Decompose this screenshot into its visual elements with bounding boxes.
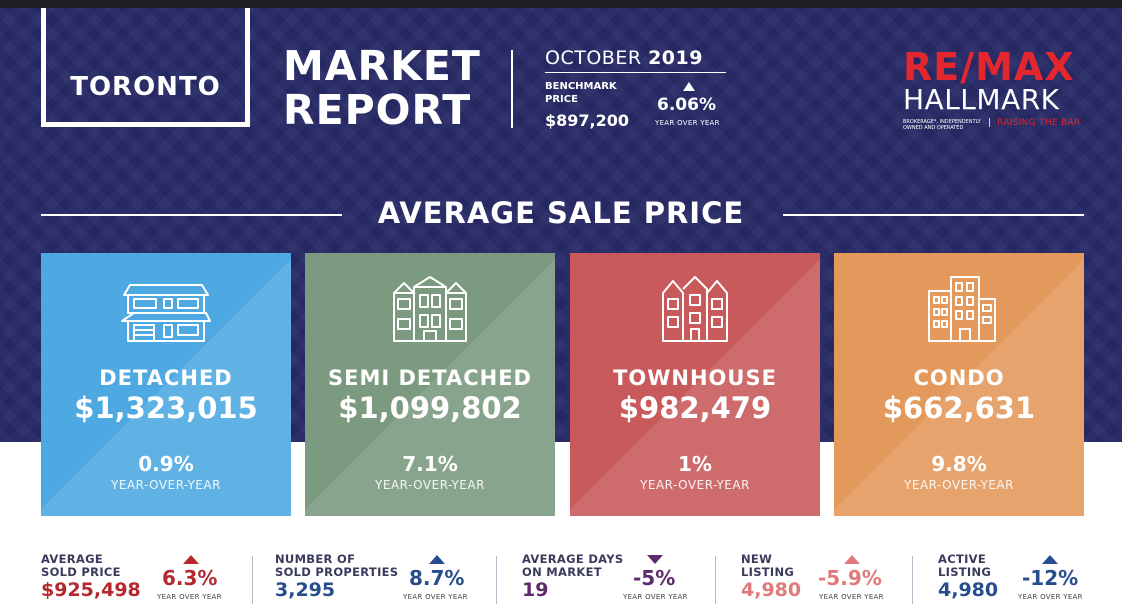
stat-label-line1: AVERAGE DAYS [522, 552, 624, 566]
logo-tagline: RAISING THE BAR [997, 118, 1081, 128]
stat-value: 4,980 [741, 579, 802, 601]
up-arrow-icon [844, 555, 860, 564]
title-divider [511, 50, 513, 128]
card-name: CONDO [913, 366, 1005, 390]
card-name: DETACHED [99, 366, 233, 390]
stat-change: 8.7% [409, 566, 465, 590]
stat-value: $925,498 [41, 579, 141, 601]
stat-label-line2: LISTING [741, 565, 795, 579]
up-arrow-icon [183, 555, 199, 564]
card-change-label: YEAR-OVER-YEAR [904, 478, 1014, 492]
benchmark-rule [545, 72, 726, 73]
townhouse-icon [662, 276, 728, 342]
card-price: $982,479 [618, 391, 772, 425]
condo-building-icon [928, 276, 996, 342]
card-change: 1% [678, 452, 712, 476]
up-arrow-icon [1042, 555, 1058, 564]
card-shade [41, 253, 291, 516]
report-month: OCTOBER [545, 47, 642, 69]
benchmark-change: 6.06% [657, 95, 716, 115]
stat-value: 3,295 [275, 579, 336, 601]
remax-logo: RE/MAX [903, 45, 1075, 89]
section-rule-left [41, 214, 342, 216]
up-arrow-icon [429, 555, 445, 564]
stat-label-line2: SOLD PRICE [41, 565, 121, 579]
city-name: TORONTO [70, 72, 221, 102]
benchmark-label: BENCHMARK PRICE [545, 81, 617, 105]
benchmark-price: $897,200 [545, 111, 630, 130]
logo-separator: | [988, 118, 992, 128]
report-year: 2019 [648, 47, 703, 69]
title-line-1: MARKET [283, 42, 481, 90]
stat-value: 19 [522, 579, 549, 601]
card-condo: CONDO $662,631 9.8% YEAR-OVER-YEAR [834, 253, 1084, 516]
stat-label-line1: AVERAGE [41, 552, 104, 566]
stat-change: -5.9% [818, 566, 882, 590]
card-change-label: YEAR-OVER-YEAR [111, 478, 221, 492]
city-box: TORONTO [41, 8, 250, 127]
card-price: $1,099,802 [338, 391, 522, 425]
stat-label-line2: SOLD PROPERTIES [275, 565, 399, 579]
section-rule-right [783, 214, 1084, 216]
stat-days-on-market: AVERAGE DAYS ON MARKET 19 -5% YEAR OVER … [522, 552, 688, 602]
card-shade [570, 253, 820, 516]
card-detached: DETACHED $1,323,015 0.9% YEAR-OVER-YEAR [41, 253, 291, 516]
card-shade [305, 253, 555, 516]
stat-change: 6.3% [162, 566, 218, 590]
card-change: 9.8% [931, 452, 987, 476]
stat-change-label: YEAR OVER YEAR [819, 593, 884, 601]
report-date: OCTOBER 2019 [545, 47, 703, 69]
card-change-label: YEAR-OVER-YEAR [375, 478, 485, 492]
hallmark-logo: HALLMARK [903, 83, 1060, 116]
card-price: $1,323,015 [74, 391, 258, 425]
stat-label-line1: NUMBER OF [275, 552, 356, 566]
card-change: 7.1% [402, 452, 458, 476]
card-change: 0.9% [138, 452, 194, 476]
stat-change-label: YEAR OVER YEAR [157, 593, 222, 601]
stat-change-label: YEAR OVER YEAR [1018, 593, 1083, 601]
card-name: TOWNHOUSE [613, 366, 777, 390]
stat-sold-properties: NUMBER OF SOLD PROPERTIES 3,295 8.7% YEA… [275, 552, 468, 602]
card-name: SEMI DETACHED [328, 366, 532, 390]
stat-label-line1: NEW [741, 552, 773, 566]
down-arrow-icon [647, 555, 663, 564]
stat-new-listing: NEW LISTING 4,980 -5.9% YEAR OVER YEAR [741, 552, 884, 602]
stat-divider [715, 556, 716, 604]
semi-detached-house-icon [393, 276, 467, 342]
stat-label-line2: ON MARKET [522, 565, 602, 579]
stat-divider [252, 556, 253, 604]
stat-divider [912, 556, 913, 604]
stat-value: 4,980 [938, 579, 999, 601]
stat-change: -5% [633, 566, 676, 590]
card-semi-detached: SEMI DETACHED $1,099,802 7.1% YEAR-OVER-… [305, 253, 555, 516]
stat-active-listing: ACTIVE LISTING 4,980 -12% YEAR OVER YEAR [938, 552, 1083, 602]
card-price: $662,631 [882, 391, 1036, 425]
stat-label-line1: ACTIVE [938, 552, 987, 566]
stat-change-label: YEAR OVER YEAR [403, 593, 468, 601]
stat-change: -12% [1022, 566, 1079, 590]
stat-change-label: YEAR OVER YEAR [623, 593, 688, 601]
benchmark-change-label: YEAR OVER YEAR [655, 119, 720, 127]
detached-house-icon [121, 284, 211, 342]
logo-small-print: BROKERAGE*, INDEPENDENTLY OWNED AND OPER… [903, 119, 981, 131]
card-townhouse: TOWNHOUSE $982,479 1% YEAR-OVER-YEAR [570, 253, 820, 516]
card-change-label: YEAR-OVER-YEAR [640, 478, 750, 492]
title-line-2: REPORT [283, 86, 472, 134]
stat-label-line2: LISTING [938, 565, 992, 579]
stat-average-sold-price: AVERAGE SOLD PRICE $925,498 6.3% YEAR OV… [41, 552, 222, 602]
section-title: AVERAGE SALE PRICE [377, 196, 745, 230]
stat-divider [496, 556, 497, 604]
benchmark-up-arrow-icon [683, 82, 695, 91]
top-bar [0, 0, 1122, 8]
